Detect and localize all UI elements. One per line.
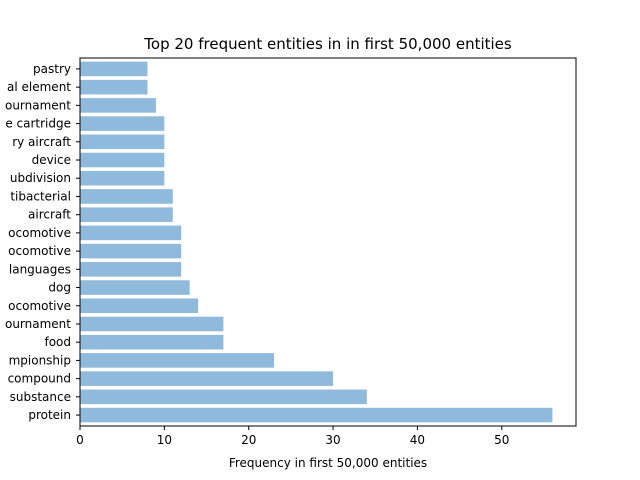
y-tick-label: ubdivision xyxy=(10,171,71,185)
bar xyxy=(80,98,156,113)
y-tick-label: protein xyxy=(28,408,71,422)
y-tick-label: al element xyxy=(7,80,71,94)
y-tick-label: ocomotive xyxy=(8,299,71,313)
x-axis: 0 10 20 30 40 50 xyxy=(76,426,509,447)
y-tick-label: mpionship xyxy=(9,353,71,367)
bar xyxy=(80,353,275,368)
y-tick-label: substance xyxy=(10,390,71,404)
x-tick-label: 0 xyxy=(76,433,84,447)
y-tick-label: ournament xyxy=(5,317,71,331)
bar xyxy=(80,61,148,77)
bar xyxy=(80,298,199,314)
x-tick-label: 50 xyxy=(494,433,509,447)
chart-title: Top 20 frequent entities in in first 50,… xyxy=(143,35,512,53)
bar xyxy=(80,207,173,222)
bar xyxy=(80,316,224,332)
y-tick-label: food xyxy=(44,335,71,349)
y-tick-label: compound xyxy=(8,372,71,386)
x-tick-label: 40 xyxy=(410,433,425,447)
plot-frame xyxy=(79,57,577,427)
y-tick-label: dog xyxy=(48,281,71,295)
y-tick-label: languages xyxy=(9,262,71,276)
y-axis: protein substance compound mpionship food our… xyxy=(5,62,80,422)
x-tick-label: 10 xyxy=(157,433,172,447)
y-tick-label: ocomotive xyxy=(8,226,71,240)
bar xyxy=(80,152,165,168)
y-tick-label: ocomotive xyxy=(8,244,71,258)
y-tick-label: tibacterial xyxy=(10,189,71,203)
bar xyxy=(80,407,553,423)
y-tick-label: pastry xyxy=(33,62,71,76)
y-tick-label: aircraft xyxy=(28,208,71,222)
y-tick-label: ry aircraft xyxy=(12,135,71,149)
bar xyxy=(80,79,148,95)
x-tick-label: 30 xyxy=(325,433,340,447)
bar xyxy=(80,280,190,295)
y-tick-label: device xyxy=(32,153,71,167)
bar xyxy=(80,371,334,386)
bar xyxy=(80,189,173,204)
bar xyxy=(80,116,165,131)
bar xyxy=(80,262,182,277)
bar xyxy=(80,170,165,186)
bar xyxy=(80,334,224,350)
x-tick-label: 20 xyxy=(241,433,256,447)
y-tick-label: ournament xyxy=(5,98,71,112)
bar xyxy=(80,389,367,405)
bar xyxy=(80,225,182,241)
y-tick-label: e cartridge xyxy=(5,117,71,131)
bars-group xyxy=(80,61,553,423)
x-axis-label: Frequency in first 50,000 entities xyxy=(229,456,427,470)
bar xyxy=(80,134,165,150)
bar xyxy=(80,243,182,259)
